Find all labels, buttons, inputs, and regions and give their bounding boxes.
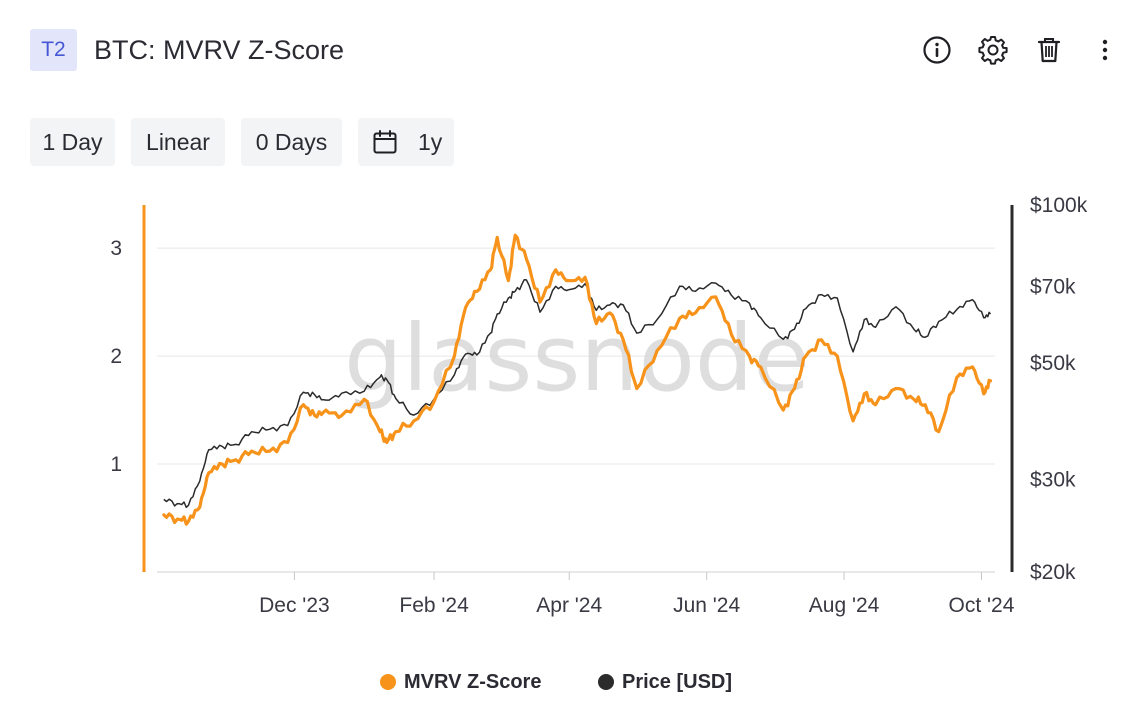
x-tick-label: Dec '23 (259, 594, 330, 617)
legend-dot-price (598, 674, 614, 690)
y-right-tick-label: $20k (1030, 561, 1076, 584)
y-right-tick-label: $100k (1030, 194, 1088, 217)
info-icon[interactable] (922, 35, 952, 65)
gear-icon[interactable] (978, 35, 1008, 65)
page-title: BTC: MVRV Z-Score (94, 35, 345, 65)
y-right-tick-label: $50k (1030, 352, 1076, 375)
legend-label-price: Price [USD] (622, 671, 733, 693)
moving-average-label: 0 Days (255, 129, 328, 155)
more-vertical-icon[interactable] (1090, 35, 1120, 65)
chart-header: T2 BTC: MVRV Z-Score (30, 29, 1120, 71)
x-tick-label: Jun '24 (673, 594, 740, 617)
scale-button[interactable]: Linear (131, 118, 225, 166)
legend-dot-mvrv (380, 674, 396, 690)
tier-badge: T2 (30, 29, 77, 71)
axes-group: 1 2 3 $20k $30k $50k $70k $100k Dec '23 Feb '24 Ap… (110, 194, 1087, 617)
grid-lines (157, 247, 995, 465)
x-tick-label: Feb '24 (399, 594, 469, 617)
watermark: glassnode (344, 305, 810, 412)
resolution-button[interactable]: 1 Day (30, 118, 115, 166)
y-left-tick-label: 1 (110, 453, 122, 476)
x-tick-label: Aug '24 (809, 594, 880, 617)
moving-average-button[interactable]: 0 Days (241, 118, 342, 166)
y-right-tick-label: $30k (1030, 469, 1076, 492)
x-tick-label: Apr '24 (536, 594, 602, 617)
trash-icon[interactable] (1034, 35, 1064, 65)
scale-label: Linear (146, 129, 210, 155)
resolution-label: 1 Day (42, 129, 103, 155)
series-line-mvrv (162, 233, 993, 526)
legend-label-mvrv: MVRV Z-Score (404, 671, 542, 693)
series-group (162, 233, 993, 526)
legend: MVRV Z-Score Price [USD] (380, 668, 760, 696)
calendar-icon (373, 130, 397, 154)
range-label: 1y (418, 129, 443, 155)
chart-area[interactable]: glassnode 1 2 3 $20k $30k $50k $70k $100k Dec '2… (0, 190, 1140, 640)
x-tick-label: Oct '24 (949, 594, 1015, 617)
y-right-tick-label: $70k (1030, 275, 1076, 298)
y-left-tick-label: 3 (110, 237, 122, 260)
y-left-tick-label: 2 (110, 345, 122, 368)
series-line-price (163, 278, 992, 509)
range-button[interactable]: 1y (358, 118, 454, 166)
